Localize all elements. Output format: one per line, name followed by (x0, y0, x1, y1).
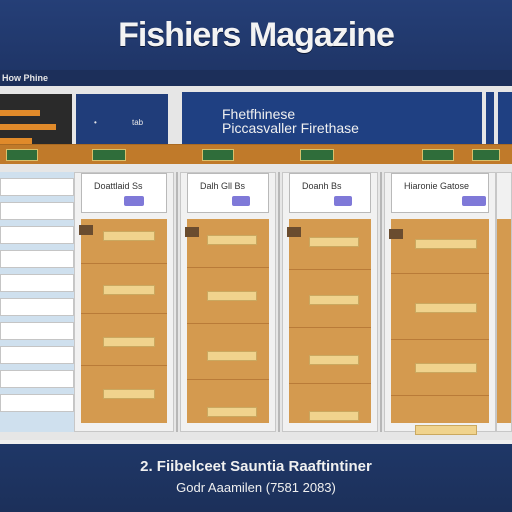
row-divider (81, 263, 167, 264)
app-title: Fishiers Magazine (118, 16, 395, 54)
list-bar[interactable] (207, 235, 257, 245)
list-item[interactable] (0, 322, 74, 340)
column-list (79, 219, 167, 423)
list-bar[interactable] (415, 303, 477, 313)
column-card: Doanh Bs (282, 172, 378, 432)
column-header[interactable]: Doattlaid Ss (81, 173, 167, 213)
content-area: • tab Fhetfhinese Piccasvaller Firethase (0, 86, 512, 440)
list-bar[interactable] (309, 295, 359, 305)
top-nav-panel[interactable]: • tab (76, 94, 168, 150)
row-divider (391, 395, 489, 396)
list-bar[interactable] (103, 285, 155, 295)
nav-bullet: • (94, 118, 97, 127)
column-title: Dalh Gll Bs (200, 181, 246, 191)
column-list (287, 219, 371, 423)
list-item[interactable] (0, 274, 74, 292)
right-banner-edge (498, 92, 512, 150)
list-item[interactable] (0, 370, 74, 388)
column-badge (334, 196, 352, 206)
row-divider (289, 383, 371, 384)
row-divider (187, 267, 269, 268)
footer-title: 2. Fiibelceet Sauntia Raaftintiner (140, 458, 372, 475)
promo-stripe (0, 124, 56, 130)
list-item[interactable] (0, 202, 74, 220)
list-bar[interactable] (207, 351, 257, 361)
list-item[interactable] (0, 178, 74, 196)
left-list-panel (0, 172, 74, 432)
list-swatch (79, 225, 93, 235)
list-bar[interactable] (103, 389, 155, 399)
subheader-label: How Phine (2, 73, 49, 83)
footer-subtitle: Godr Aaamilen (7581 2083) (176, 480, 336, 495)
hero-scrollbar[interactable] (486, 92, 494, 150)
list-bar[interactable] (207, 407, 257, 417)
list-bar[interactable] (415, 363, 477, 373)
hero-line-1: Fhetfhinese (222, 106, 296, 122)
row-divider (289, 327, 371, 328)
column-list (185, 219, 269, 423)
row-divider (289, 269, 371, 270)
column-list (389, 219, 489, 435)
list-bar[interactable] (103, 337, 155, 347)
tag-green[interactable] (472, 149, 500, 161)
row-divider (187, 379, 269, 380)
column-title: Doattlaid Ss (94, 181, 143, 191)
column-list (497, 219, 511, 423)
subheader-bar: How Phine (0, 70, 512, 86)
list-bar[interactable] (309, 237, 359, 247)
left-promo-panel[interactable] (0, 94, 72, 150)
column-card: Dalh Gll Bs (180, 172, 276, 432)
list-bar[interactable] (415, 425, 477, 435)
column-card: Doattlaid Ss (74, 172, 174, 432)
tag-green[interactable] (6, 149, 38, 161)
tag-strip (0, 144, 512, 164)
nav-item[interactable]: tab (132, 118, 144, 127)
footer: 2. Fiibelceet Sauntia Raaftintiner Godr … (0, 440, 512, 512)
row-divider (391, 273, 489, 274)
tag-green[interactable] (300, 149, 334, 161)
column-card-partial (496, 172, 512, 432)
row-divider (81, 313, 167, 314)
hero-text: Fhetfhinese Piccasvaller Firethase (222, 106, 359, 136)
list-swatch (389, 229, 403, 239)
row-divider (81, 365, 167, 366)
tag-green[interactable] (92, 149, 126, 161)
column-card: Hiaronie Gatose (384, 172, 496, 435)
column-badge (124, 196, 144, 206)
list-bar[interactable] (103, 231, 155, 241)
list-bar[interactable] (415, 239, 477, 249)
hero-line-2: Piccasvaller Firethase (222, 120, 359, 136)
promo-stripe (0, 138, 32, 144)
list-item[interactable] (0, 250, 74, 268)
column-separator (278, 172, 280, 432)
column-badge (462, 196, 486, 206)
list-item[interactable] (0, 298, 74, 316)
promo-stripe (0, 110, 40, 116)
list-bar[interactable] (207, 291, 257, 301)
column-title: Doanh Bs (302, 181, 342, 191)
row-divider (187, 323, 269, 324)
list-swatch (287, 227, 301, 237)
column-separator (380, 172, 382, 432)
column-badge (232, 196, 250, 206)
list-item[interactable] (0, 226, 74, 244)
hero-banner[interactable]: Fhetfhinese Piccasvaller Firethase (182, 92, 482, 150)
column-separator (176, 172, 178, 432)
column-title: Hiaronie Gatose (404, 181, 470, 191)
list-bar[interactable] (309, 411, 359, 421)
list-swatch (185, 227, 199, 237)
column-header[interactable]: Doanh Bs (289, 173, 371, 213)
column-header[interactable]: Hiaronie Gatose (391, 173, 489, 213)
list-bar[interactable] (309, 355, 359, 365)
list-item[interactable] (0, 394, 74, 412)
column-header[interactable]: Dalh Gll Bs (187, 173, 269, 213)
tag-green[interactable] (422, 149, 454, 161)
tag-green[interactable] (202, 149, 234, 161)
row-divider (391, 339, 489, 340)
magazine-header: Fishiers Magazine (0, 0, 512, 74)
list-item[interactable] (0, 346, 74, 364)
